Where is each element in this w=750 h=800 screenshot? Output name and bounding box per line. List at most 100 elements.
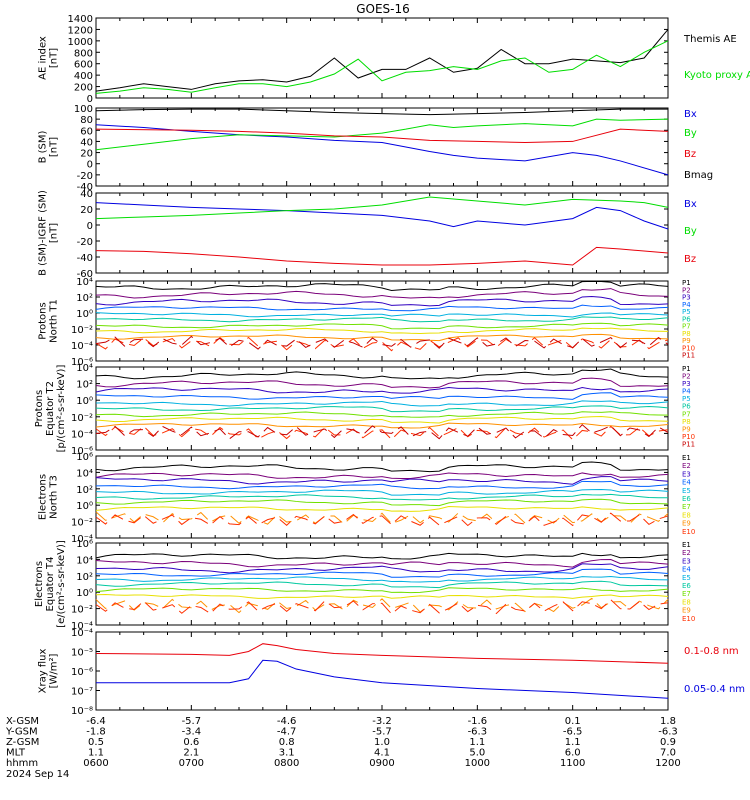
- x-row-value: 0800: [274, 758, 299, 769]
- y-tick-label: 20: [80, 205, 93, 216]
- y-tick-label: 10⁶: [76, 539, 93, 550]
- x-row-label: MLT: [6, 748, 26, 759]
- panel-pe: 10⁻⁶ 10⁻⁴ 10⁻² 10⁰ 10² 10⁴ Protons Equator T2 [p…: [34, 363, 695, 457]
- channel-line-e4: [95, 568, 669, 578]
- y-tick-label: 10⁻⁴: [71, 628, 93, 639]
- y-tick-label: 10⁻⁷: [71, 687, 93, 698]
- y-tick-label: 10⁴: [76, 468, 93, 479]
- x-row-label: Z-GSM: [6, 737, 39, 748]
- y-tick-label: 10⁻⁸: [71, 706, 93, 717]
- channel-label: P11: [682, 440, 695, 448]
- y-tick-label: 80: [80, 115, 93, 126]
- panel-frame: [95, 631, 669, 711]
- channel-line-p2: [95, 377, 669, 389]
- legend-label: Bmag: [684, 170, 713, 181]
- x-row-value: -1.8: [86, 727, 106, 738]
- channel-line-p9: [95, 333, 669, 342]
- x-row-value: -3.4: [182, 727, 202, 738]
- x-row-value: -6.5: [563, 727, 583, 738]
- series-line-by: [95, 118, 669, 151]
- channel-label: E1: [682, 541, 691, 549]
- x-row-value: 1.1: [88, 748, 104, 759]
- channel-line-e10: [95, 512, 669, 527]
- x-row-value: 1100: [560, 758, 585, 769]
- channel-label: P7: [682, 410, 691, 418]
- y-tick-label: 10⁴: [76, 555, 93, 566]
- y-tick-label: 10⁰: [76, 309, 93, 320]
- y-tick-label: -60: [77, 269, 93, 280]
- x-row-value: 0.5: [88, 737, 104, 748]
- y-axis-label: Xray flux: [38, 649, 49, 694]
- channel-line-p9: [95, 422, 669, 429]
- x-row-value: -1.6: [468, 716, 488, 727]
- y-tick-label: 10⁰: [76, 588, 93, 599]
- legend-label: Themis AE: [683, 34, 737, 45]
- series-line-bz: [95, 128, 669, 144]
- channel-label: E2: [682, 462, 691, 470]
- x-row-value: 6.0: [565, 748, 581, 759]
- channel-label: P3: [682, 294, 691, 302]
- y-axis-label: B (SM)-IGRF (SM): [38, 190, 49, 276]
- x-row-value: 3.1: [279, 748, 295, 759]
- series-line-bx: [95, 124, 669, 176]
- channel-line-e5: [95, 576, 669, 583]
- channel-line-p4: [95, 392, 669, 400]
- x-row-value: -6.3: [468, 727, 488, 738]
- channel-label: E3: [682, 557, 691, 565]
- y-tick-label: 200: [74, 83, 93, 94]
- channel-line-e2: [95, 472, 669, 480]
- y-tick-label: 0: [87, 160, 93, 171]
- channel-line-e7: [95, 587, 669, 594]
- channel-line-e5: [95, 488, 669, 496]
- channel-line-p7: [95, 322, 669, 330]
- y-axis-label: Equator T2: [45, 381, 56, 436]
- y-tick-label: 600: [74, 60, 93, 71]
- channel-line-e3: [95, 476, 669, 485]
- y-axis-label: North T1: [49, 299, 60, 343]
- channel-label: E6: [682, 582, 691, 590]
- x-row-value: 0.9: [660, 737, 676, 748]
- channel-label: E1: [682, 454, 691, 462]
- series-line-kyoto-proxy-ae: [95, 40, 669, 94]
- y-tick-label: 10⁻⁴: [71, 621, 93, 632]
- y-axis-label: Electrons: [34, 561, 45, 607]
- x-row-value: 0600: [83, 758, 108, 769]
- x-row-value: -6.4: [86, 716, 106, 727]
- series-line-bx: [95, 202, 669, 230]
- channel-label: P6: [682, 315, 691, 323]
- channel-label: E9: [682, 520, 691, 528]
- channel-label: P8: [682, 418, 691, 426]
- y-axis-label: [nT]: [49, 223, 60, 243]
- y-tick-label: 60: [80, 126, 93, 137]
- channel-line-p6: [95, 405, 669, 413]
- y-tick-label: 10⁻⁴: [71, 429, 93, 440]
- y-tick-label: 40: [80, 137, 93, 148]
- channel-line-e9: [95, 597, 669, 614]
- channel-label: E10: [682, 528, 695, 536]
- legend-label: Bx: [684, 199, 697, 210]
- channel-line-p3: [95, 386, 669, 394]
- y-tick-label: 800: [74, 48, 93, 59]
- y-tick-label: 10⁰: [76, 396, 93, 407]
- x-row-value: 0.8: [279, 737, 295, 748]
- channel-label: P7: [682, 323, 691, 331]
- y-tick-label: 10⁻⁴: [71, 341, 93, 352]
- channel-label: E4: [682, 479, 691, 487]
- x-row-value: 7.0: [660, 748, 676, 759]
- channel-line-p5: [95, 312, 669, 318]
- panel-frame: [95, 17, 669, 99]
- channel-line-e9: [95, 511, 669, 525]
- y-axis-label: [p/(cm²-s-sr-keV)]: [56, 365, 67, 453]
- channel-line-p2: [95, 288, 669, 299]
- channel-label: E3: [682, 470, 691, 478]
- y-tick-label: 0: [87, 221, 93, 232]
- channel-label: E5: [682, 574, 691, 582]
- channel-label: P11: [682, 352, 695, 360]
- y-axis-label: [nT]: [49, 137, 60, 157]
- channel-line-p3: [95, 295, 669, 307]
- panel-bigrf: -60 -40 -20 0 20 40 B (SM)-IGRF (SM) [nT] Bx By Bz: [38, 189, 697, 280]
- x-row-value: 5.0: [469, 748, 485, 759]
